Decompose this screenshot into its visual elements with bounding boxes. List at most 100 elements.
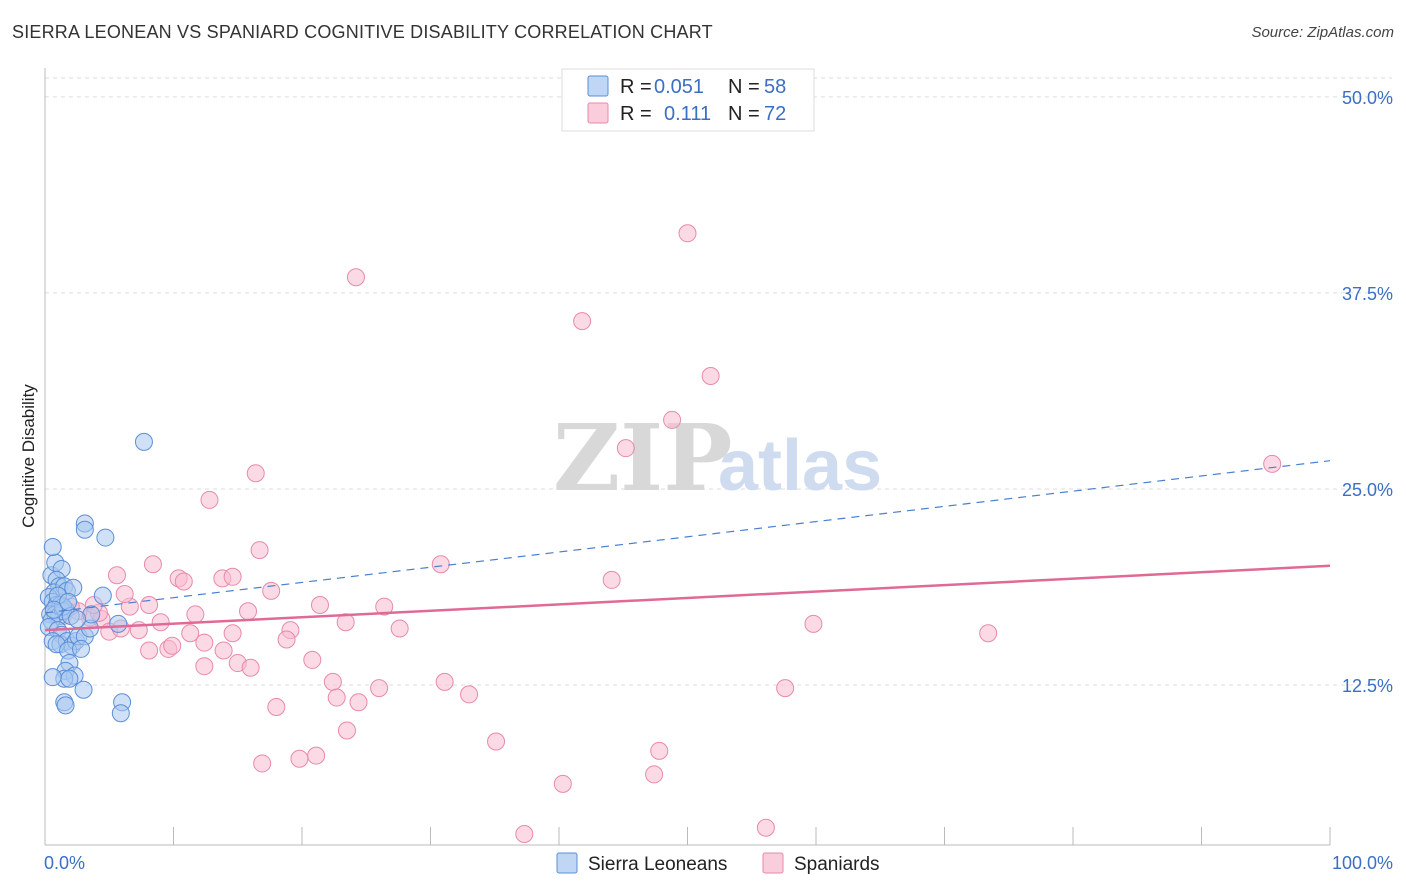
y-tick-label: 50.0% xyxy=(1342,88,1393,108)
spaniards-point xyxy=(460,685,479,704)
legend-r-label: R = xyxy=(620,76,652,98)
spaniards-point xyxy=(303,650,322,669)
sierra-leoneans-point xyxy=(134,432,153,451)
spaniards-point xyxy=(310,596,329,615)
spaniards-point xyxy=(253,754,272,773)
sierra-leoneans-point xyxy=(93,586,112,605)
spaniards-point xyxy=(195,657,214,676)
legend-n-value: 58 xyxy=(764,76,786,98)
spaniards-point xyxy=(336,613,355,632)
bottom-legend-label: Sierra Leoneans xyxy=(588,854,727,875)
bottom-legend-swatch-blue xyxy=(556,852,578,874)
spaniards-point xyxy=(616,439,635,458)
spaniards-point xyxy=(140,596,159,615)
spaniards-trend-line xyxy=(44,564,1331,632)
sierra-leoneans-point xyxy=(43,668,62,687)
spaniards-point xyxy=(290,749,309,768)
spaniards-point xyxy=(349,693,368,712)
spaniards-point xyxy=(239,602,258,621)
spaniards-point xyxy=(241,658,260,677)
sierra-leoneans-point xyxy=(71,639,90,658)
spaniards-point xyxy=(337,721,356,740)
spaniards-point xyxy=(214,641,233,660)
bottom-legend-swatch-pink xyxy=(762,852,784,874)
spaniards-point xyxy=(645,765,664,784)
spaniards-point xyxy=(143,555,162,574)
sierra-leoneans-point xyxy=(74,680,93,699)
spaniards-point xyxy=(515,825,534,844)
sierra-leoneans-points xyxy=(39,432,153,723)
source-label: Source: ZipAtlas.com xyxy=(1251,24,1394,41)
y-tick-labels: 12.5% 25.0% 37.5% 50.0% xyxy=(1342,88,1393,696)
spaniards-point xyxy=(267,697,286,716)
y-tick-label: 25.0% xyxy=(1342,480,1393,500)
spaniards-point xyxy=(346,268,365,287)
legend-swatch-pink xyxy=(587,102,609,124)
legend-n-value: 72 xyxy=(764,103,786,125)
legend-n-label: N = xyxy=(728,103,760,125)
sierra-leoneans-point xyxy=(109,614,128,633)
legend-swatch-blue xyxy=(587,75,609,97)
spaniards-point xyxy=(573,312,592,331)
spaniards-point xyxy=(140,641,159,660)
sierra-leoneans-point xyxy=(68,610,87,629)
spaniards-point xyxy=(181,624,200,643)
sierra-leoneans-point xyxy=(60,669,79,688)
y-tick-label: 12.5% xyxy=(1342,676,1393,696)
sierra-leoneans-point xyxy=(59,592,78,611)
sierra-leoneans-point xyxy=(56,696,75,715)
spaniards-point xyxy=(553,774,572,793)
grid-lines xyxy=(45,77,1392,686)
spaniards-point xyxy=(435,672,454,691)
spaniards-point xyxy=(370,679,389,698)
spaniards-point xyxy=(327,688,346,707)
x-tick-label: 0.0% xyxy=(44,853,85,873)
y-tick-label: 37.5% xyxy=(1342,284,1393,304)
bottom-legend: Sierra Leoneans Spaniards xyxy=(556,852,880,875)
spaniards-point xyxy=(223,567,242,586)
spaniards-point xyxy=(979,624,998,643)
spaniards-point xyxy=(375,597,394,616)
spaniards-point xyxy=(250,541,269,560)
spaniards-point xyxy=(246,464,265,483)
sierra-leoneans-trend-line xyxy=(44,460,1331,614)
spaniards-point xyxy=(174,572,193,591)
x-tick-labels: 0.0% 100.0% xyxy=(44,853,1393,873)
spaniards-point xyxy=(195,633,214,652)
spaniards-point xyxy=(277,630,296,649)
spaniards-point xyxy=(602,570,621,589)
spaniards-point xyxy=(163,636,182,655)
legend-r-value: 0.051 xyxy=(654,76,704,98)
spaniards-point xyxy=(663,410,682,429)
sierra-leoneans-point xyxy=(111,704,130,723)
watermark-zip: ZIP xyxy=(553,404,732,512)
chart-title: SIERRA LEONEAN VS SPANIARD COGNITIVE DIS… xyxy=(12,22,713,42)
sierra-leoneans-point xyxy=(43,537,62,556)
spaniards-points xyxy=(53,224,1282,844)
spaniards-point xyxy=(107,566,126,585)
spaniards-point xyxy=(223,624,242,643)
spaniards-point xyxy=(776,679,795,698)
legend-r-value: 0.111 xyxy=(664,103,711,125)
spaniards-point xyxy=(262,581,281,600)
spaniards-point xyxy=(323,672,342,691)
spaniards-point xyxy=(650,741,669,760)
legend-n-label: N = xyxy=(728,76,760,98)
spaniards-point xyxy=(390,619,409,638)
spaniards-point xyxy=(1263,454,1282,473)
spaniards-point xyxy=(151,613,170,632)
watermark-atlas: atlas xyxy=(718,426,882,506)
legend-r-label: R = xyxy=(620,103,652,125)
spaniards-point xyxy=(487,732,506,751)
sierra-leoneans-point xyxy=(75,520,94,539)
axes xyxy=(44,68,1331,846)
y-axis-title: Cognitive Disability xyxy=(19,384,38,528)
sierra-leoneans-point xyxy=(96,528,115,547)
spaniards-point xyxy=(804,614,823,633)
spaniards-point xyxy=(115,585,134,604)
x-tick-label: 100.0% xyxy=(1332,853,1393,873)
spaniards-point xyxy=(307,746,326,765)
spaniards-point xyxy=(186,605,205,624)
spaniards-point xyxy=(701,367,720,386)
